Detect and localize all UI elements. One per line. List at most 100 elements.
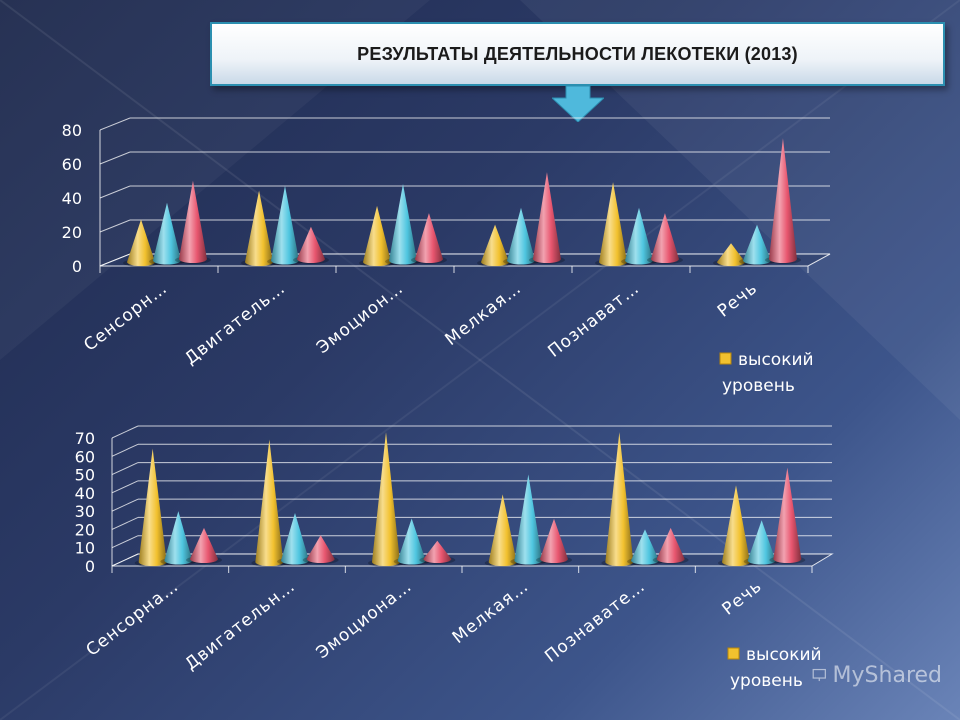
- arrow-down-icon: [552, 86, 604, 122]
- bar-cone: [510, 474, 547, 566]
- bar-body: [296, 226, 325, 263]
- bar-body: [773, 467, 802, 563]
- x-category-label: Мелкая…: [442, 278, 526, 350]
- bar-body: [656, 527, 685, 563]
- x-category-label: Сенсорн…: [80, 278, 171, 355]
- x-category-label: Сенсорна…: [83, 576, 183, 660]
- bar-body: [255, 439, 284, 566]
- bar-body: [306, 535, 335, 563]
- legend-label-line2: уровень: [730, 671, 803, 691]
- bar-cone: [652, 527, 689, 564]
- bar-body: [717, 243, 746, 266]
- bar-body: [481, 224, 510, 266]
- bar-cone: [134, 448, 171, 567]
- x-category-label: Мелкая…: [449, 576, 533, 648]
- x-category-label: Познават…: [544, 278, 643, 362]
- legend: высокий уровень: [727, 645, 822, 691]
- bar-cone: [627, 529, 663, 566]
- gridline-side: [111, 498, 139, 512]
- y-tick-label: 10: [75, 539, 95, 558]
- bar-cone: [595, 182, 632, 267]
- bar-cone: [186, 527, 222, 564]
- x-category-label: Двигательн…: [181, 576, 299, 674]
- watermark-text: MyShared: [832, 662, 942, 688]
- gridline-side: [111, 425, 139, 439]
- bar-body: [153, 202, 181, 265]
- bar-cone: [477, 224, 514, 267]
- gridline-side: [99, 117, 131, 131]
- x-category-label: Эмоцион…: [313, 278, 407, 358]
- y-tick-label: 0: [72, 257, 82, 276]
- bar-cone: [713, 243, 750, 267]
- x-category-label: Речь: [714, 278, 762, 321]
- y-tick-label: 50: [75, 466, 95, 485]
- gridline-side: [111, 462, 139, 476]
- bar-body: [271, 185, 299, 265]
- page-title: РЕЗУЛЬТАТЫ ДЕЯТЕЛЬНОСТИ ЛЕКОТЕКИ (2013): [357, 43, 798, 64]
- x-category-label: Познавате…: [541, 576, 649, 667]
- bar-body: [281, 512, 309, 565]
- watermark: MyShared: [812, 660, 942, 690]
- title-banner: РЕЗУЛЬТАТЫ ДЕЯТЕЛЬНОСТИ ЛЕКОТЕКИ (2013): [210, 22, 945, 86]
- bar-cone: [160, 511, 197, 566]
- bar-cone: [267, 185, 303, 266]
- bar-cone: [769, 467, 806, 564]
- bar-body: [625, 207, 653, 265]
- bar-cone: [241, 190, 278, 267]
- bar-cone: [601, 432, 638, 567]
- bar-cone: [359, 205, 396, 267]
- bar-cone: [302, 535, 339, 564]
- y-tick-label: 20: [75, 520, 95, 539]
- bar-cone: [739, 224, 775, 266]
- chart-top: 0 20 40 60 80 Сенсорн… Двигатель… Эмоцион… Мелка…: [62, 117, 831, 396]
- bar-body: [190, 527, 218, 563]
- bar-cone: [484, 494, 521, 567]
- bar-cone: [174, 180, 211, 264]
- bar-body: [389, 184, 417, 265]
- bar-cone: [149, 202, 185, 266]
- bar-cone: [292, 226, 329, 264]
- bar-cone: [368, 432, 404, 567]
- y-tick-label: 0: [85, 557, 95, 576]
- bar-body: [178, 180, 207, 263]
- gridline-side: [111, 535, 139, 549]
- gridline-side: [111, 480, 139, 494]
- gridline-side: [99, 151, 131, 165]
- bar-cone: [718, 485, 754, 567]
- bar-cone: [393, 518, 430, 566]
- bar-body: [127, 219, 156, 266]
- legend-swatch: [727, 647, 740, 660]
- gridline-side: [99, 219, 131, 233]
- bar-body: [605, 432, 634, 566]
- legend-label-line2: уровень: [722, 376, 795, 396]
- bar-cone: [385, 184, 421, 266]
- bar-body: [414, 213, 443, 263]
- bar-body: [363, 205, 392, 266]
- y-tick-label: 80: [62, 121, 82, 140]
- bar-body: [507, 207, 535, 265]
- bar-cone: [764, 138, 801, 264]
- x-category-label: Двигатель…: [181, 278, 289, 369]
- bar-body: [372, 432, 400, 566]
- legend-label-line1: высокий: [746, 645, 822, 665]
- bar-body: [488, 494, 517, 566]
- bar-cone: [277, 512, 313, 566]
- gridline-side: [111, 516, 139, 530]
- bar-body: [245, 190, 274, 266]
- bar-cone: [410, 213, 447, 264]
- y-tick-label: 70: [75, 429, 95, 448]
- bar-body: [743, 224, 771, 265]
- y-tick-label: 60: [62, 155, 82, 174]
- bar-cone: [419, 540, 456, 564]
- y-tick-label: 40: [62, 189, 82, 208]
- y-tick-label: 20: [62, 223, 82, 242]
- bar-cone: [528, 172, 565, 264]
- bar-body: [540, 518, 568, 563]
- bar-cone: [536, 518, 572, 564]
- bar-cone: [621, 207, 657, 266]
- bar-body: [164, 511, 193, 565]
- bar-body: [532, 172, 561, 263]
- bar-body: [599, 182, 628, 266]
